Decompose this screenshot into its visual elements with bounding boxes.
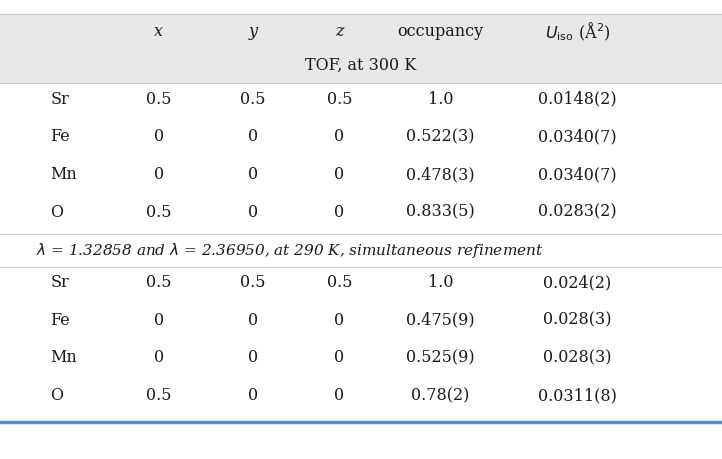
Bar <box>0 14 722 84</box>
Text: 0: 0 <box>248 312 258 329</box>
Text: 0: 0 <box>154 312 164 329</box>
Text: 0: 0 <box>248 166 258 183</box>
Text: Mn: Mn <box>51 349 77 366</box>
Text: 0: 0 <box>334 204 344 221</box>
Text: 0.78(2): 0.78(2) <box>412 387 469 404</box>
Text: Sr: Sr <box>51 274 69 291</box>
Text: 0: 0 <box>334 129 344 146</box>
Text: 0.5: 0.5 <box>240 274 266 291</box>
Text: TOF, at 300 K: TOF, at 300 K <box>305 57 417 74</box>
Text: O: O <box>51 204 64 221</box>
Text: 0.522(3): 0.522(3) <box>406 129 474 146</box>
Text: 0.475(9): 0.475(9) <box>406 312 475 329</box>
Text: 0.0283(2): 0.0283(2) <box>539 204 617 221</box>
Text: 0.833(5): 0.833(5) <box>406 204 475 221</box>
Text: 0.028(3): 0.028(3) <box>544 349 612 366</box>
Text: 0.0148(2): 0.0148(2) <box>539 91 617 108</box>
Text: $\lambda$ = 1.32858 and $\lambda$ = 2.36950, at 290 K, simultaneous refinement: $\lambda$ = 1.32858 and $\lambda$ = 2.36… <box>36 241 544 260</box>
Text: 0: 0 <box>334 349 344 366</box>
Text: Fe: Fe <box>51 129 70 146</box>
Text: 0: 0 <box>248 204 258 221</box>
Text: 0: 0 <box>154 349 164 366</box>
Text: 0.5: 0.5 <box>326 91 352 108</box>
Text: 0: 0 <box>154 166 164 183</box>
Text: 0: 0 <box>334 166 344 183</box>
Text: 0.525(9): 0.525(9) <box>406 349 475 366</box>
Text: 0.5: 0.5 <box>146 91 172 108</box>
Text: 0.0340(7): 0.0340(7) <box>539 166 617 183</box>
Bar <box>0 84 722 459</box>
Text: 0: 0 <box>248 387 258 404</box>
Text: 0: 0 <box>334 387 344 404</box>
Text: O: O <box>51 387 64 404</box>
Text: $U_{\rm iso}$ (Å$^2$): $U_{\rm iso}$ (Å$^2$) <box>545 21 610 43</box>
Text: 0: 0 <box>154 129 164 146</box>
Text: x: x <box>155 23 163 40</box>
Text: Sr: Sr <box>51 91 69 108</box>
Text: y: y <box>248 23 257 40</box>
Text: 1.0: 1.0 <box>427 274 453 291</box>
Text: 0: 0 <box>248 349 258 366</box>
Text: occupancy: occupancy <box>397 23 484 40</box>
Text: 0.5: 0.5 <box>146 387 172 404</box>
Text: 0.0311(8): 0.0311(8) <box>538 387 617 404</box>
Text: 0.478(3): 0.478(3) <box>406 166 475 183</box>
Text: 0: 0 <box>248 129 258 146</box>
Text: Fe: Fe <box>51 312 70 329</box>
Text: 0.024(2): 0.024(2) <box>544 274 612 291</box>
Text: 0.5: 0.5 <box>240 91 266 108</box>
Text: 0: 0 <box>334 312 344 329</box>
Text: z: z <box>335 23 344 40</box>
Text: 0.5: 0.5 <box>146 274 172 291</box>
Text: 0.028(3): 0.028(3) <box>544 312 612 329</box>
Text: 0.5: 0.5 <box>326 274 352 291</box>
Text: 0.5: 0.5 <box>146 204 172 221</box>
Text: Mn: Mn <box>51 166 77 183</box>
Text: 0.0340(7): 0.0340(7) <box>539 129 617 146</box>
Text: 1.0: 1.0 <box>427 91 453 108</box>
